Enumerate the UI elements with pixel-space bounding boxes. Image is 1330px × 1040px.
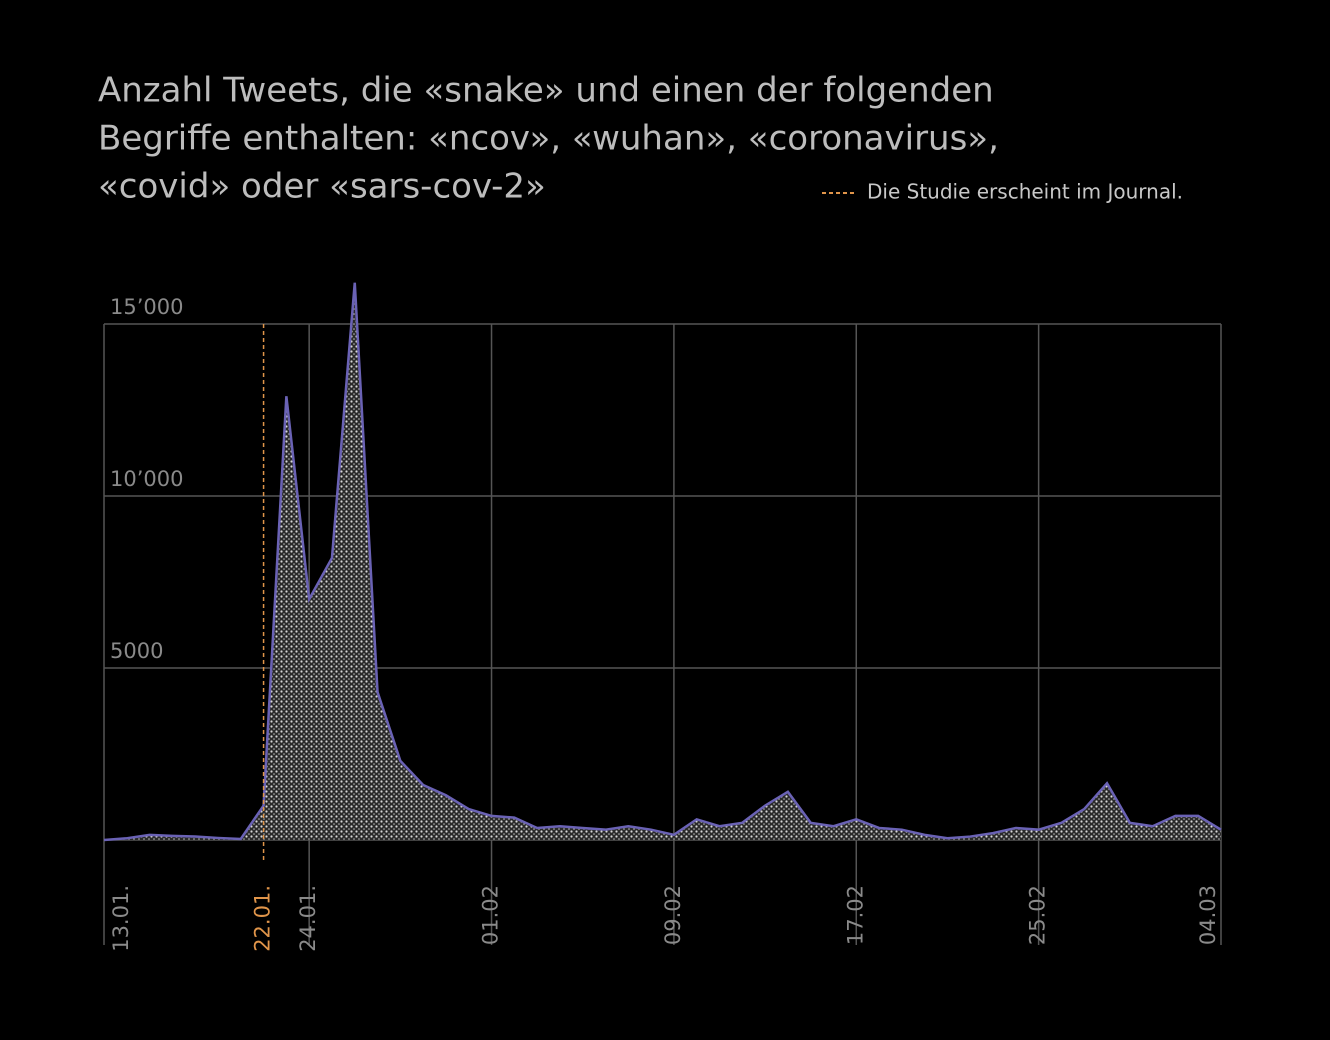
y-tick-label: 15’000	[110, 295, 183, 319]
x-tick-label: 25.02	[1026, 885, 1050, 945]
x-tick-label: 17.02	[843, 885, 867, 945]
x-tick-label: 04.03	[1196, 885, 1220, 945]
x-tick-label: 24.01.	[296, 885, 320, 952]
chart-title: Anzahl Tweets, die «snake» und einen der…	[98, 71, 994, 111]
y-tick-label: 5000	[110, 639, 163, 663]
y-tick-label: 10’000	[110, 467, 183, 491]
line	[103, 282, 1222, 842]
x-tick-label: 09.02	[661, 885, 685, 945]
x-tick-label: 01.02	[479, 885, 503, 945]
x-tick-label: 13.01.	[109, 885, 133, 952]
legend-label: Die Studie erscheint im Journal.	[867, 180, 1183, 204]
area	[104, 282, 1221, 841]
x-tick-label: 22.01.	[251, 885, 275, 952]
chart-title: «covid» oder «sars-cov-2»	[98, 167, 546, 207]
chart-title: Begriffe enthalten: «ncov», «wuhan», «co…	[98, 119, 999, 159]
